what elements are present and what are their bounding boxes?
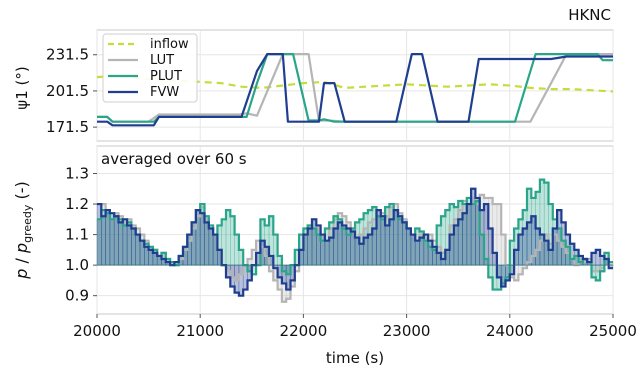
bottom-y-axis-label: p / pgreedy (-) [12,181,34,280]
top-panel: 171.5 201.5 231.5 HKNC ψ1 (°) inflow LUT P… [13,6,614,142]
bottom-y-axis-label-text: p / pgreedy (-) [12,181,34,280]
bottom-bar-fvw [462,212,468,266]
bottom-y-tick-labels: 0.9 1.0 1.1 1.2 1.3 [65,164,89,304]
bottom-bar-fvw [113,215,119,266]
top-ytick-label: 201.5 [46,82,89,100]
bottom-x-tick-labels: 20000 21000 22000 23000 24000 25000 [73,322,637,340]
bottom-bar-fvw [101,215,106,266]
bottom-xtick-label: 23000 [383,322,431,340]
top-y-axis-label: ψ1 (°) [13,66,31,109]
bottom-ytick-label: 1.3 [65,164,89,182]
bottom-bar-fvw [126,225,132,266]
bottom-series-fvw [97,187,613,297]
bottom-xtick-label: 24000 [486,322,534,340]
bottom-xtick-label: 20000 [73,322,121,340]
bottom-ytick-label: 1.0 [65,256,89,274]
legend-plut-label: PLUT [150,69,182,84]
top-series-plut [97,52,613,123]
bottom-panel: 0.9 1.0 1.1 1.2 1.3 20000 21000 22000 23000 2400… [12,145,637,367]
top-ytick-label: 231.5 [46,46,89,64]
bottom-ytick-label: 1.1 [65,226,89,244]
top-y-tick-labels: 171.5 201.5 231.5 [46,46,89,136]
bottom-bar-fvw [109,212,115,266]
legend-lut-label: LUT [150,53,174,68]
bottom-ytick-label: 1.2 [65,195,89,213]
bottom-bar-fvw [324,240,330,266]
legend-inflow-label: inflow [150,37,189,52]
bottom-bar-fvw [397,215,403,266]
bottom-bar-fvw [367,234,373,266]
top-corner-label: HKNC [568,6,611,24]
bottom-bar-fvw [548,249,554,266]
top-ytick-label: 171.5 [46,118,89,136]
bottom-xtick-label: 25000 [589,322,637,340]
top-series-fvw [97,52,613,127]
bottom-ytick-label: 0.9 [65,287,89,305]
bottom-xtick-label: 22000 [280,322,328,340]
bottom-bar-fvw [358,243,364,266]
bottom-bar-fvw [118,222,124,266]
bottom-annotation: averaged over 60 s [101,150,247,168]
bottom-bar-fvw [414,240,420,266]
bottom-xtick-label: 21000 [176,322,224,340]
bottom-bar-fvw [384,225,390,266]
legend-fvw-label: FVW [150,85,179,100]
legend-box [102,33,198,103]
top-legend: inflow LUT PLUT FVW [102,33,198,103]
bottom-x-axis-label: time (s) [326,349,384,367]
bottom-series-group [97,178,613,303]
